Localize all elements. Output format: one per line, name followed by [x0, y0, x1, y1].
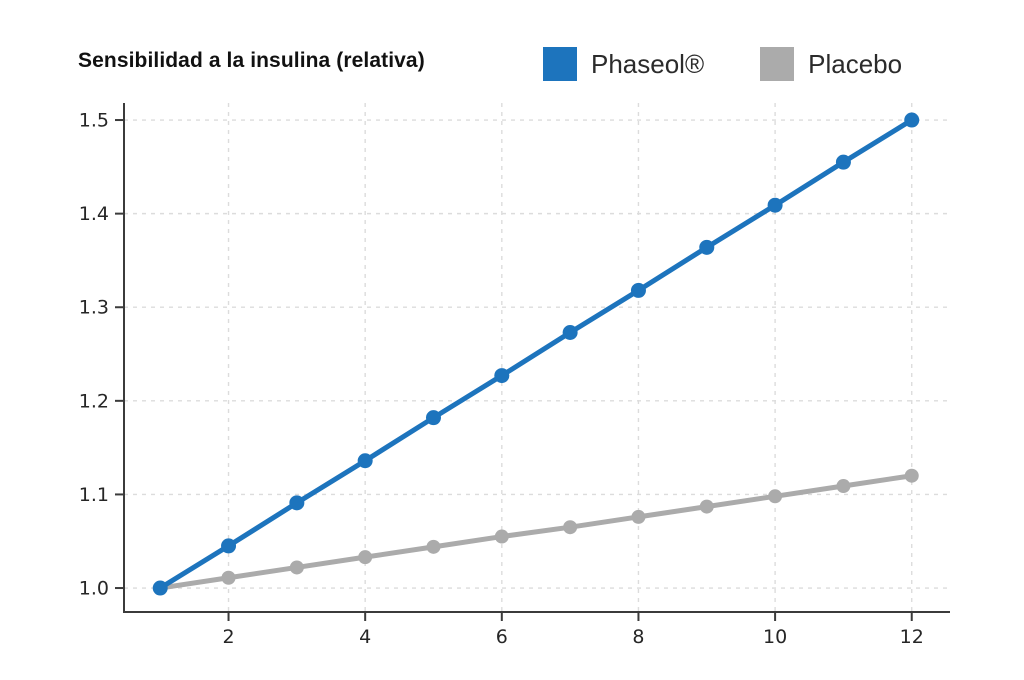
placebo-label: Placebo — [808, 48, 903, 79]
data-point — [768, 489, 783, 504]
data-point — [630, 282, 646, 298]
data-point — [425, 410, 441, 426]
x-tick-label: 8 — [632, 626, 644, 648]
data-point — [631, 509, 646, 524]
data-point — [835, 154, 851, 170]
x-tick-label: 12 — [900, 626, 924, 648]
y-tick-label: 1.0 — [79, 578, 109, 600]
x-tick-label: 10 — [763, 626, 787, 648]
data-point — [357, 453, 373, 469]
x-tick-label: 6 — [496, 626, 508, 648]
phaseol-swatch-icon — [543, 47, 577, 81]
data-point — [289, 495, 305, 511]
data-point — [221, 538, 237, 554]
data-point — [289, 560, 304, 575]
data-point — [494, 368, 510, 384]
data-point — [904, 468, 919, 483]
y-tick-label: 1.4 — [79, 203, 109, 225]
data-point — [152, 580, 168, 596]
y-tick-label: 1.5 — [79, 110, 109, 132]
tick-labels: 2 4 6 8 10 12 1.0 1.1 1.2 1.3 1.4 1.5 — [79, 110, 924, 648]
data-point — [563, 520, 578, 535]
legend-item-phaseol: Phaseol® — [543, 47, 704, 81]
y-tick-label: 1.3 — [79, 297, 109, 319]
chart-title: Sensibilidad a la insulina (relativa) — [78, 49, 425, 72]
y-tick-label: 1.2 — [79, 390, 109, 412]
data-point — [221, 570, 236, 585]
series-placebo — [153, 468, 919, 596]
data-point — [426, 539, 441, 554]
gridlines — [124, 103, 950, 612]
phaseol-label: Phaseol® — [591, 48, 705, 79]
x-tick-label: 4 — [359, 626, 371, 648]
data-point — [699, 239, 715, 255]
legend: Phaseol® Placebo — [543, 47, 902, 81]
data-point — [699, 499, 714, 514]
x-tick-label: 2 — [222, 626, 234, 648]
data-point — [904, 112, 920, 128]
data-point — [358, 550, 373, 565]
data-point — [562, 325, 578, 341]
axes — [115, 103, 950, 621]
data-point — [836, 479, 851, 494]
placebo-swatch-icon — [760, 47, 795, 81]
series-phaseol — [152, 112, 920, 596]
data-point — [767, 197, 783, 213]
y-tick-label: 1.1 — [79, 484, 109, 506]
data-point — [494, 529, 509, 544]
legend-item-placebo: Placebo — [760, 47, 902, 81]
